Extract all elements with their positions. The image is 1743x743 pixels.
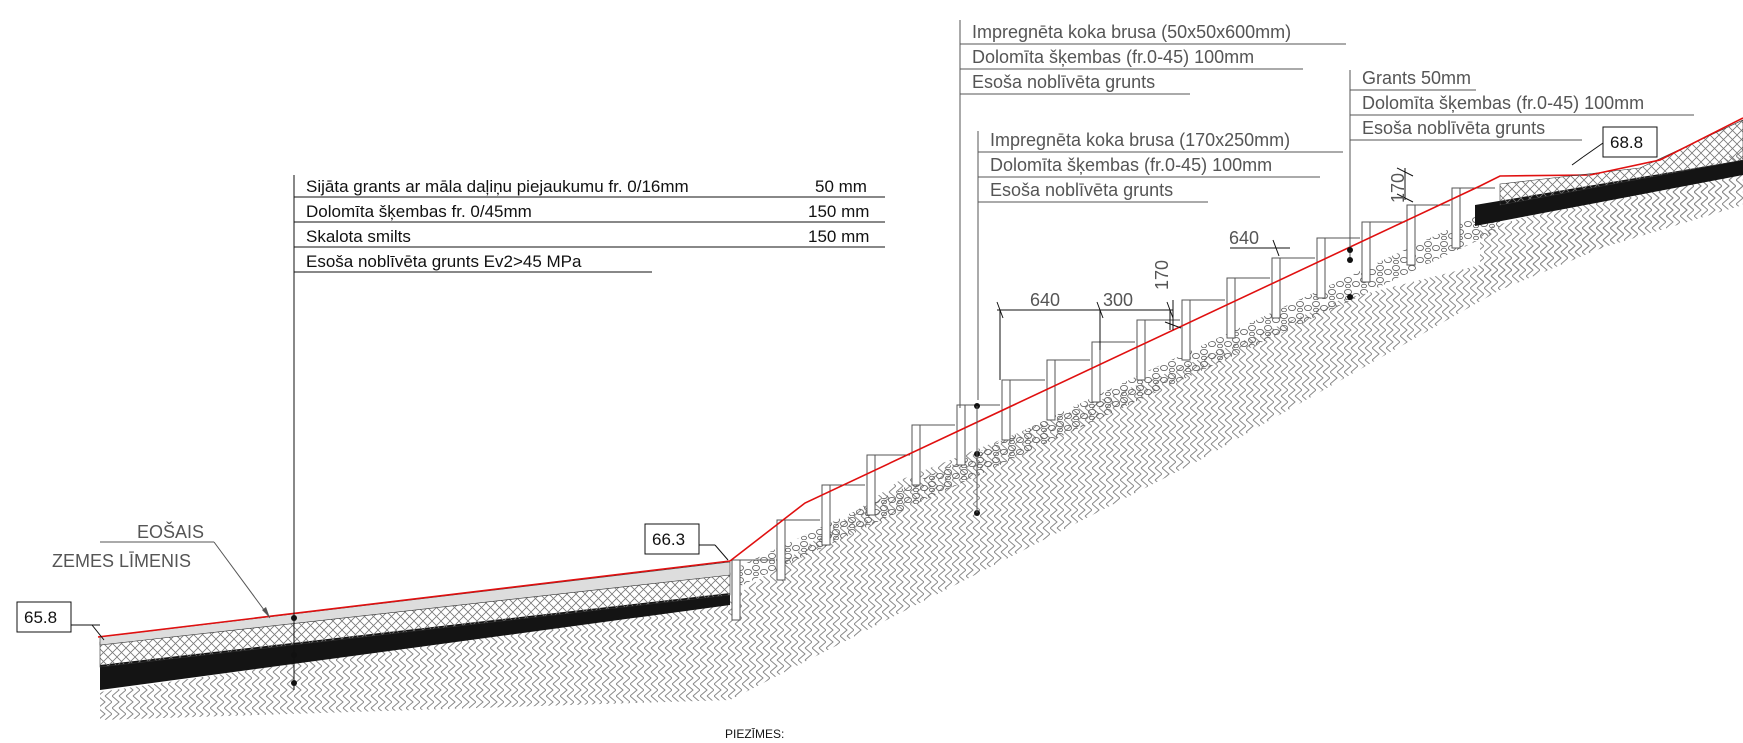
stair-timber-post (1406, 204, 1416, 266)
path-layer-3-thickness: 150 mm (808, 227, 869, 246)
lower-path-section (97, 560, 731, 720)
stairs-mid-label-1: Impregnēta koka brusa (170x250mm) (990, 130, 1290, 150)
stairs-mid-label-2: Dolomīta šķembas (fr.0-45) 100mm (990, 155, 1272, 175)
path-layer-2-name: Dolomīta šķembas fr. 0/45mm (306, 202, 532, 221)
path-layer-3-name: Skalota smilts (306, 227, 411, 246)
notes-title: PIEZĪMES: (725, 727, 784, 741)
upper-path-section (1475, 117, 1743, 285)
lower-path-legend: Sijāta grants ar māla daļiņu piejaukumu … (291, 175, 885, 690)
stair-timber-post (956, 404, 966, 466)
stair-timber-post (776, 519, 786, 581)
upper-path-label-1: Grants 50mm (1362, 68, 1471, 88)
ground-label-line2: ZEMES LĪMENIS (52, 551, 191, 571)
dim-riser-b: 170 (1388, 173, 1408, 203)
elevation-tag-middle: 66.3 (644, 523, 729, 561)
stair-timber-post (731, 559, 741, 621)
elevation-left-value: 65.8 (24, 608, 57, 627)
dim-tread-a: 640 (1030, 290, 1060, 310)
stair-timber-post (1271, 257, 1281, 319)
stairs-section (729, 150, 1743, 700)
stairs-stone-band (732, 205, 1500, 590)
path-layer-4-name: Esoša noblīvēta grunts Ev2>45 MPa (306, 252, 582, 271)
stairs-mid-legend: Impregnēta koka brusa (170x250mm) Dolomī… (977, 130, 1343, 400)
stair-timber-post (1136, 319, 1146, 381)
elevation-tag-left: 65.8 (16, 601, 105, 641)
stair-timber-post (1316, 237, 1326, 299)
path-layer-1-name: Sijāta grants ar māla daļiņu piejaukumu … (306, 177, 689, 196)
grade-line-stairs (729, 174, 1591, 562)
sand-layer (100, 593, 730, 690)
elevation-right-value: 68.8 (1610, 133, 1643, 152)
dim-riser-a: 170 (1152, 260, 1172, 290)
existing-ground-fill (100, 600, 730, 720)
ground-label-line1: EOŠAIS (137, 521, 204, 542)
stair-timber-post (911, 424, 921, 486)
elevation-tag-right: 68.8 (1571, 126, 1658, 166)
ground-level-note: EOŠAIS ZEMES LĪMENIS (52, 521, 271, 619)
stair-timber-post (1361, 221, 1371, 283)
stairs-mid-label-3: Esoša noblīvēta grunts (990, 180, 1173, 200)
upper-path-label-2: Dolomīta šķembas (fr.0-45) 100mm (1362, 93, 1644, 113)
dim-tread-b: 640 (1229, 228, 1259, 248)
stairs-top-label-1: Impregnēta koka brusa (50x50x600mm) (972, 22, 1291, 42)
stair-timber-post (1046, 359, 1056, 421)
upper-dolomite-layer (1499, 119, 1743, 206)
stair-timber-post (1091, 341, 1101, 403)
stair-timber-post (1181, 299, 1191, 361)
grade-line-lower (97, 560, 731, 638)
stairs-ground-fill (730, 150, 1743, 700)
stair-timber-post (866, 454, 876, 516)
upper-path-legend: Grants 50mm Dolomīta šķembas (fr.0-45) 1… (1347, 68, 1694, 300)
dim-tread-gap: 300 (1103, 290, 1133, 310)
dimension-labels: 640 300 170 640 170 (1030, 173, 1408, 310)
stairs-top-label-3: Esoša noblīvēta grunts (972, 72, 1155, 92)
elevation-middle-value: 66.3 (652, 530, 685, 549)
path-layer-2-thickness: 150 mm (808, 202, 869, 221)
path-layer-1-thickness: 50 mm (815, 177, 867, 196)
dimensions (996, 167, 1414, 380)
stair-timber-post (1226, 277, 1236, 339)
grade-line-upper (1589, 117, 1743, 176)
stairs-top-label-2: Dolomīta šķembas (fr.0-45) 100mm (972, 47, 1254, 67)
upper-path-label-3: Esoša noblīvēta grunts (1362, 118, 1545, 138)
upper-dark-band (1475, 160, 1743, 226)
stairs-top-legend: Impregnēta koka brusa (50x50x600mm) Dolo… (959, 20, 1346, 516)
